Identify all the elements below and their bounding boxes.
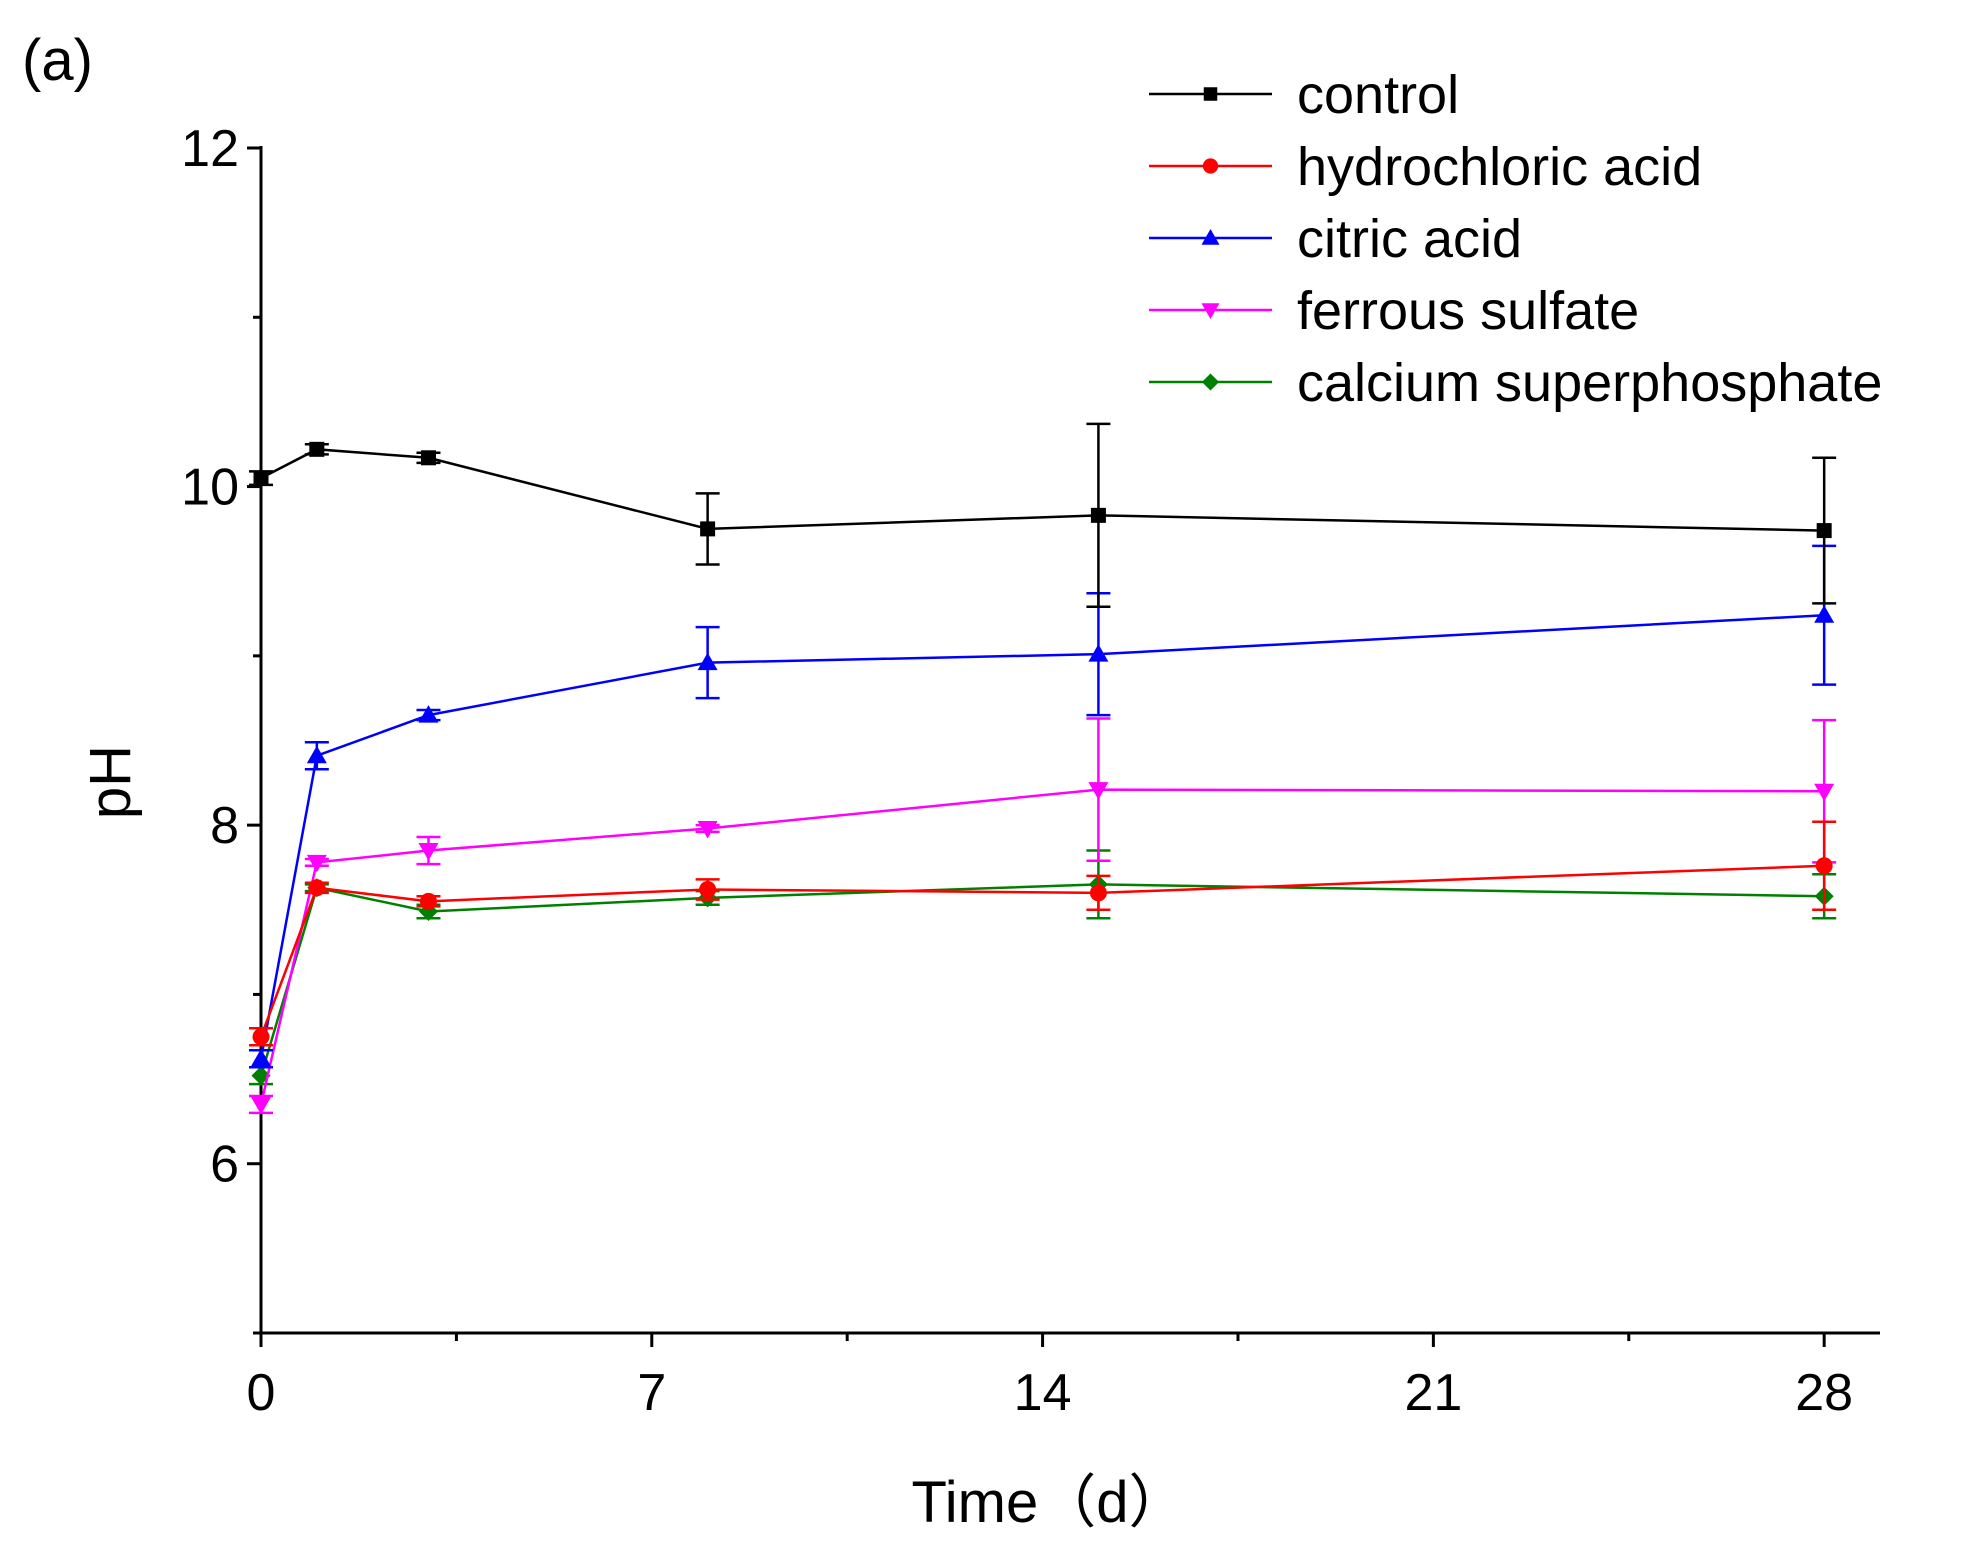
series-calcium-superphosphate	[249, 849, 1837, 1086]
data-point	[309, 441, 325, 457]
data-point	[419, 892, 437, 910]
legend-item: hydrochloric acid	[1149, 137, 1702, 197]
data-point	[699, 880, 717, 898]
y-tick-label: 10	[181, 459, 239, 517]
x-tick-label: 0	[247, 1364, 276, 1422]
y-tick-label: 8	[210, 797, 239, 855]
x-tick-label: 21	[1404, 1364, 1462, 1422]
legend-item: control	[1149, 65, 1459, 125]
data-point	[1088, 644, 1109, 662]
data-point	[1814, 605, 1835, 623]
data-point	[700, 521, 716, 537]
legend-label: ferrous sulfate	[1297, 281, 1639, 341]
data-point	[308, 879, 326, 897]
panel-label: (a)	[22, 28, 93, 93]
data-point	[697, 652, 718, 671]
data-point	[418, 705, 439, 723]
data-point	[1815, 857, 1833, 875]
data-point	[251, 1096, 271, 1115]
data-point	[253, 470, 269, 486]
data-point	[420, 450, 436, 466]
x-tick-label: 14	[1014, 1364, 1072, 1422]
series-layer	[249, 422, 1837, 1115]
series-line	[259, 883, 1825, 1077]
series-hydrochloric-acid	[249, 820, 1837, 1047]
data-point	[1814, 783, 1835, 802]
data-point	[251, 1048, 271, 1067]
y-tick-label: 6	[210, 1136, 239, 1194]
series-line	[260, 448, 1825, 532]
y-axis-title: pH	[78, 745, 143, 819]
data-point	[418, 843, 439, 861]
series-line	[259, 613, 1825, 1059]
data-point	[1816, 523, 1832, 539]
legend-item: ferrous sulfate	[1149, 281, 1639, 341]
data-point	[1088, 782, 1109, 800]
x-tick-label: 28	[1795, 1364, 1853, 1422]
legend-label: calcium superphosphate	[1297, 353, 1882, 413]
legend-marker	[1201, 229, 1220, 245]
legend-item: calcium superphosphate	[1149, 353, 1882, 413]
axes: 0 7 14 21 28 6 8 10 12	[181, 120, 1880, 1422]
legend-marker	[1201, 303, 1220, 319]
legend-label: hydrochloric acid	[1297, 137, 1702, 197]
data-point	[252, 1028, 270, 1046]
data-point	[697, 821, 718, 839]
legend-marker	[1202, 158, 1219, 174]
data-point	[1089, 884, 1107, 902]
legend-marker	[1203, 87, 1218, 101]
series-citric-acid	[249, 544, 1837, 1069]
y-tick-label: 12	[181, 120, 239, 178]
legend-label: citric acid	[1297, 209, 1522, 269]
legend: control hydrochloric acid citric acid ferro…	[1149, 65, 1882, 413]
data-point	[306, 854, 327, 873]
data-point	[1090, 507, 1106, 523]
x-tick-label: 7	[637, 1364, 666, 1422]
legend-label: control	[1297, 65, 1459, 125]
series-line	[259, 864, 1825, 1038]
legend-marker	[1201, 373, 1220, 391]
series-ferrous-sulfate	[249, 717, 1837, 1115]
data-point	[306, 745, 327, 764]
series-line	[259, 788, 1825, 1105]
x-axis-title: Time（d）	[912, 1470, 1187, 1535]
series-control	[249, 422, 1837, 609]
legend-item: citric acid	[1149, 209, 1522, 269]
